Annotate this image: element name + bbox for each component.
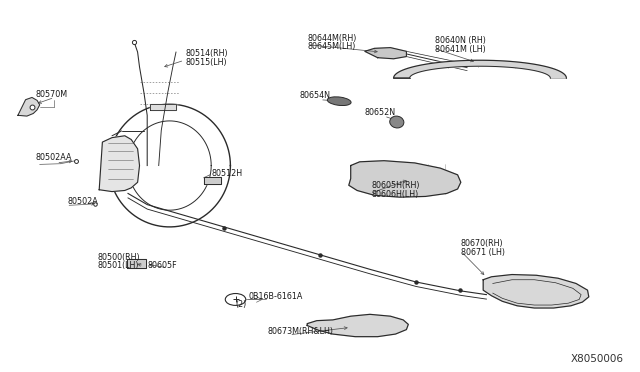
Text: 80654N: 80654N bbox=[300, 92, 330, 100]
Polygon shape bbox=[127, 259, 146, 268]
Text: 80671 (LH): 80671 (LH) bbox=[461, 248, 505, 257]
Text: 80502A: 80502A bbox=[67, 198, 98, 206]
Text: 80640N (RH): 80640N (RH) bbox=[435, 36, 486, 45]
Text: 80570M: 80570M bbox=[35, 90, 67, 99]
Polygon shape bbox=[18, 97, 40, 116]
Polygon shape bbox=[150, 104, 176, 110]
Polygon shape bbox=[483, 275, 589, 308]
Polygon shape bbox=[307, 314, 408, 337]
Polygon shape bbox=[365, 48, 406, 59]
Text: 80605F: 80605F bbox=[147, 261, 177, 270]
Text: (2): (2) bbox=[236, 300, 247, 309]
Text: 80605H(RH): 80605H(RH) bbox=[371, 182, 420, 190]
Polygon shape bbox=[99, 136, 140, 192]
Ellipse shape bbox=[327, 97, 351, 106]
Text: 80501(LH): 80501(LH) bbox=[97, 261, 139, 270]
Text: 80673M(RH&LH): 80673M(RH&LH) bbox=[268, 327, 333, 336]
Ellipse shape bbox=[390, 116, 404, 128]
Text: 80512H: 80512H bbox=[211, 169, 243, 178]
Text: 80515(LH): 80515(LH) bbox=[186, 58, 227, 67]
Text: 80644M(RH): 80644M(RH) bbox=[307, 34, 356, 43]
Text: X8050006: X8050006 bbox=[571, 354, 624, 364]
Polygon shape bbox=[394, 60, 566, 78]
Text: 80645M(LH): 80645M(LH) bbox=[307, 42, 356, 51]
Text: 0B16B-6161A: 0B16B-6161A bbox=[248, 292, 303, 301]
Polygon shape bbox=[204, 177, 221, 184]
Text: 80514(RH): 80514(RH) bbox=[186, 49, 228, 58]
Text: 80502AA: 80502AA bbox=[35, 153, 72, 162]
Text: 80670(RH): 80670(RH) bbox=[461, 240, 504, 248]
Text: 80606H(LH): 80606H(LH) bbox=[371, 190, 419, 199]
Text: 80641M (LH): 80641M (LH) bbox=[435, 45, 486, 54]
Polygon shape bbox=[349, 161, 461, 197]
Text: 80500(RH): 80500(RH) bbox=[97, 253, 140, 262]
Text: 80652N: 80652N bbox=[365, 108, 396, 117]
